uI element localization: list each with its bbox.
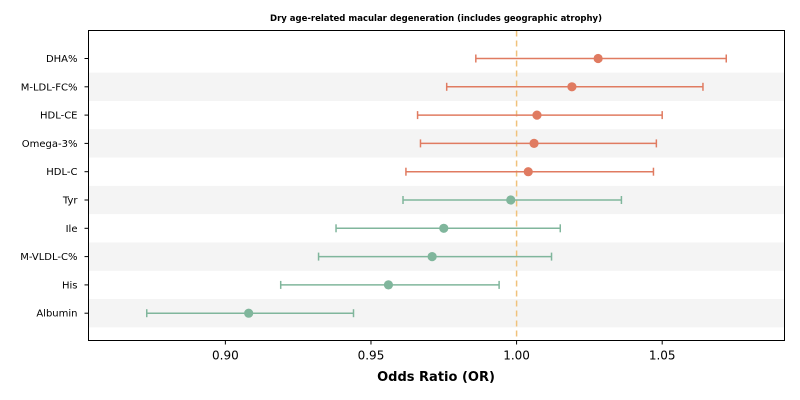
- or-point: [439, 223, 449, 233]
- or-point: [593, 53, 603, 64]
- row-label: M-VLDL-C%: [20, 252, 77, 263]
- row-label: HDL-CE: [40, 111, 78, 122]
- x-tick-label: 0.90: [212, 349, 239, 363]
- x-tick-label: 0.95: [358, 349, 385, 363]
- or-point: [567, 82, 577, 92]
- row-label: Ile: [66, 224, 78, 235]
- row-label: Omega-3%: [22, 139, 78, 150]
- x-axis-label: Odds Ratio (OR): [377, 370, 495, 385]
- x-tick-label: 1.05: [649, 349, 676, 363]
- row-label: His: [62, 280, 78, 291]
- or-point: [506, 195, 516, 205]
- row-label: HDL-C: [46, 167, 77, 178]
- or-point: [383, 280, 394, 290]
- or-point: [523, 167, 533, 177]
- y-axis-labels: DHA% M-LDL-FC% HDL-CE Omega-3% HDL-C Tyr Ile M-…: [20, 54, 89, 320]
- or-point: [529, 138, 539, 148]
- data-marks: [145, 53, 728, 318]
- x-tick-label: 1.00: [503, 349, 530, 363]
- or-point: [427, 252, 437, 262]
- plot-frame: [88, 30, 785, 341]
- or-point: [244, 308, 254, 318]
- or-point: [532, 110, 542, 120]
- row-label: M-LDL-FC%: [21, 82, 78, 93]
- row-label: Tyr: [62, 196, 78, 207]
- x-axis: 0.90 0.95 1.00 1.05: [212, 340, 676, 363]
- row-label: Albumin: [36, 309, 77, 320]
- chart-title: Dry age-related macular degeneration (in…: [270, 14, 602, 24]
- row-label: DHA%: [46, 54, 78, 65]
